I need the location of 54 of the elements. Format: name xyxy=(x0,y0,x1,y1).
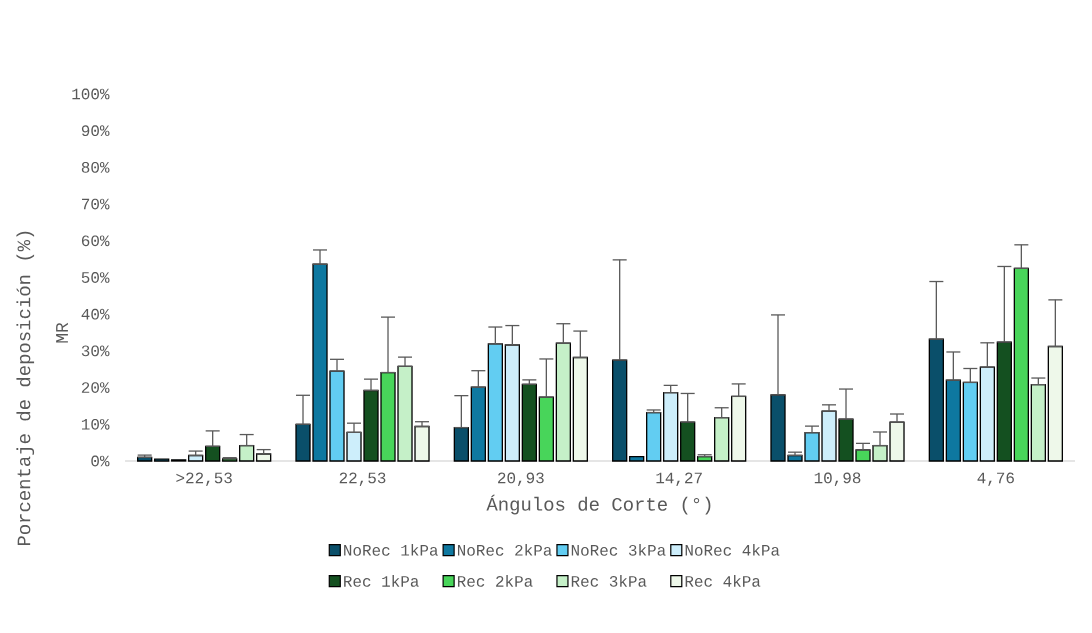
bar xyxy=(714,417,730,462)
bar xyxy=(453,426,469,462)
bar xyxy=(470,386,486,462)
bar xyxy=(962,381,978,462)
bar xyxy=(205,445,221,462)
bar xyxy=(697,455,713,462)
bar xyxy=(629,455,645,462)
y-axis-title: Porcentaje de deposición (%) xyxy=(16,231,35,546)
y-tick-label: 0% xyxy=(91,455,110,467)
bar xyxy=(555,342,571,462)
y-tick-label: 80% xyxy=(81,161,110,173)
x-tick-label: 4,76 xyxy=(977,472,1014,486)
bar xyxy=(612,359,628,462)
legend-label: Rec 3kPa xyxy=(571,575,647,587)
legend-label: Rec 2kPa xyxy=(457,575,533,587)
bar xyxy=(504,344,520,462)
x-tick-label: 14,27 xyxy=(656,472,702,486)
x-tick-label: >22,53 xyxy=(176,472,232,486)
bar xyxy=(996,341,1012,462)
legend-label: NoRec 4kPa xyxy=(685,544,780,556)
bar xyxy=(945,379,961,462)
bar xyxy=(680,421,696,462)
y-tick-label: 60% xyxy=(81,235,110,247)
bar xyxy=(572,356,588,462)
y-tick-label: 100% xyxy=(72,88,110,100)
y-tick-label: 10% xyxy=(81,418,110,430)
legend-label: NoRec 3kPa xyxy=(571,544,666,556)
y-tick-label: 90% xyxy=(81,125,110,137)
legend-label: NoRec 2kPa xyxy=(457,544,552,556)
text: MR xyxy=(56,322,68,343)
bar xyxy=(731,395,747,462)
y-tick-label: 50% xyxy=(81,272,110,283)
bar xyxy=(1013,267,1029,462)
x-tick-label: 10,98 xyxy=(814,472,861,486)
bar xyxy=(239,444,255,462)
bar xyxy=(979,366,995,462)
y-tick-label: 40% xyxy=(81,308,110,320)
bar xyxy=(538,396,554,462)
legend-label: NoRec 1kPa xyxy=(344,544,438,556)
bar xyxy=(521,383,537,462)
x-tick-label: 20,93 xyxy=(498,472,544,486)
bar xyxy=(646,411,662,462)
x-tick-label: 22,53 xyxy=(339,472,386,486)
bar xyxy=(928,338,944,462)
bar xyxy=(1047,345,1063,462)
bar xyxy=(663,392,679,462)
x-axis-title: Ángulos de Corte (°) xyxy=(486,494,711,515)
y-tick-label: 20% xyxy=(81,382,110,393)
bar xyxy=(1030,384,1046,462)
bar xyxy=(487,343,503,462)
legend-label: Rec 1kPa xyxy=(344,575,419,587)
legend-label: Rec 4kPa xyxy=(685,575,761,587)
y-tick-label: 70% xyxy=(82,198,110,210)
y-tick-label: 30% xyxy=(81,345,110,357)
